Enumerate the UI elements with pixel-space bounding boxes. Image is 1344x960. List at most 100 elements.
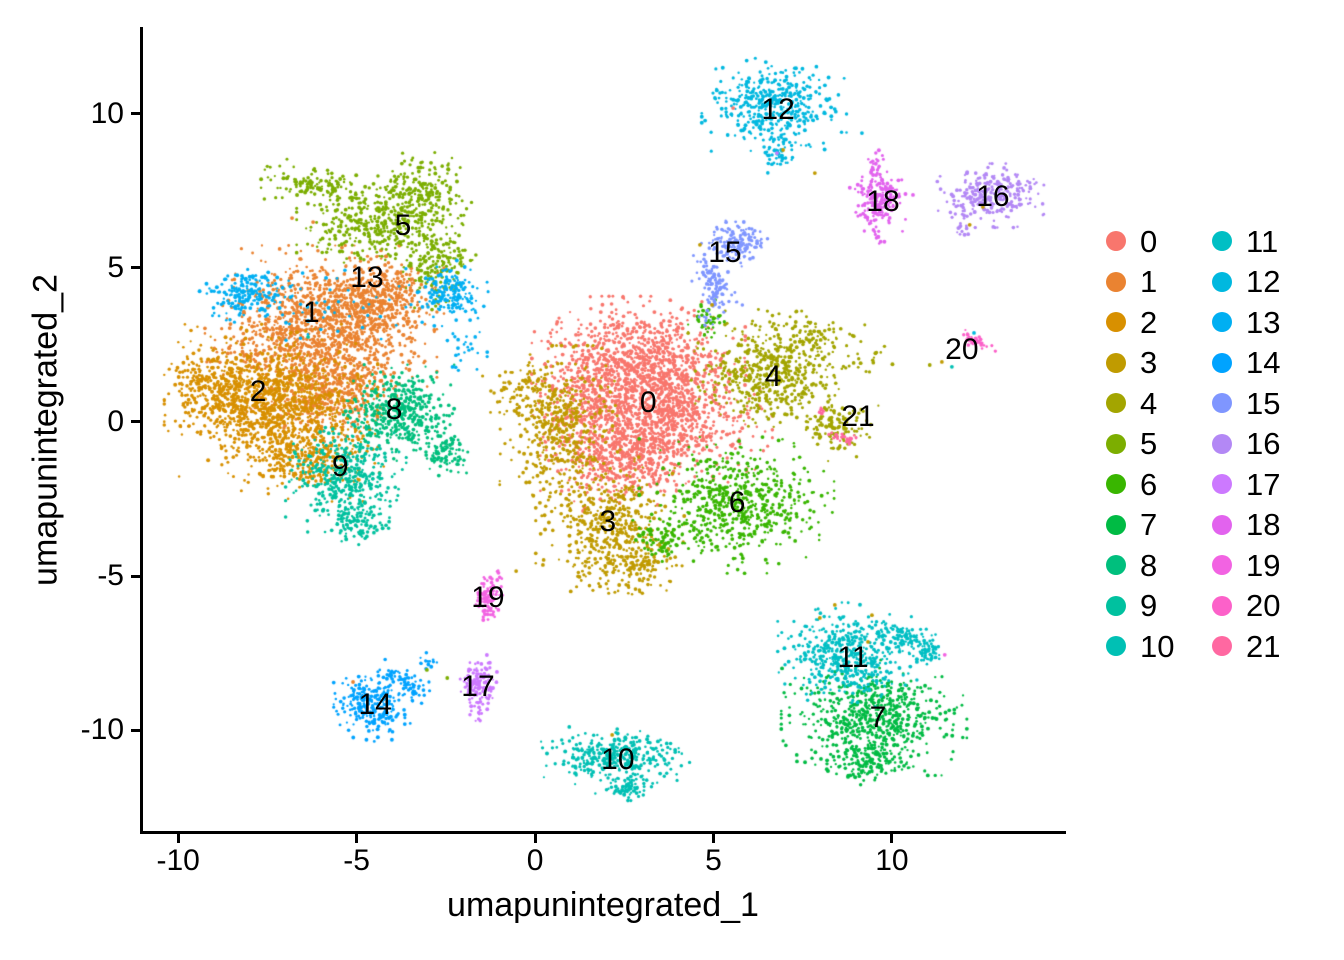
- legend-label: 16: [1246, 426, 1281, 462]
- legend-dot-icon: [1212, 433, 1232, 454]
- x-tick-label: 5: [705, 844, 722, 877]
- legend-dot-icon: [1212, 555, 1232, 576]
- legend-item-7: 7: [1106, 505, 1174, 546]
- legend-label: 1: [1140, 264, 1158, 300]
- y-axis-title: umapunintegrated_2: [26, 274, 65, 586]
- cluster-label-0: 0: [639, 385, 657, 419]
- cluster-label-14: 14: [358, 688, 392, 722]
- y-tick-label: 0: [107, 404, 124, 438]
- legend-dot-icon: [1106, 271, 1126, 292]
- legend-item-4: 4: [1106, 383, 1174, 424]
- legend-label: 11: [1246, 223, 1279, 259]
- cluster-label-6: 6: [728, 486, 746, 519]
- legend-item-18: 18: [1212, 505, 1280, 546]
- cluster-label-20: 20: [945, 332, 979, 366]
- cluster-label-15: 15: [708, 235, 742, 269]
- legend-label: 14: [1246, 345, 1281, 381]
- cluster-label-17: 17: [461, 669, 495, 703]
- legend-label: 15: [1246, 385, 1281, 421]
- cluster-label-4: 4: [764, 360, 782, 394]
- legend-dot-icon: [1106, 433, 1126, 454]
- y-tick-mark: [131, 574, 140, 578]
- y-tick-label: 5: [107, 250, 124, 284]
- legend-dot-icon: [1212, 312, 1232, 333]
- legend-dot-icon: [1212, 595, 1232, 616]
- legend-item-16: 16: [1212, 424, 1280, 465]
- legend-dot-icon: [1106, 555, 1126, 576]
- legend-dot-icon: [1212, 636, 1232, 657]
- x-tick-label: 0: [526, 844, 544, 877]
- legend-item-17: 17: [1212, 464, 1280, 505]
- legend-dot-icon: [1106, 231, 1126, 252]
- legend-item-10: 10: [1106, 626, 1174, 667]
- y-tick-label: -10: [80, 713, 124, 747]
- legend-item-14: 14: [1212, 343, 1280, 384]
- cluster-label-5: 5: [394, 209, 412, 243]
- legend-item-13: 13: [1212, 302, 1280, 343]
- cluster-label-19: 19: [471, 580, 505, 614]
- legend-item-2: 2: [1106, 302, 1174, 343]
- legend-item-15: 15: [1212, 383, 1280, 424]
- cluster-label-18: 18: [866, 185, 900, 219]
- y-tick-mark: [131, 266, 140, 270]
- y-axis-line: [140, 27, 143, 834]
- legend-column-2: 11 12 13 14 15 16 17 18 19 20 21: [1212, 221, 1280, 667]
- legend-label: 6: [1140, 466, 1158, 502]
- x-tick-mark: [176, 834, 180, 843]
- x-tick-mark: [355, 834, 359, 843]
- x-tick-mark: [890, 834, 894, 843]
- cluster-label-16: 16: [976, 179, 1010, 213]
- legend-item-0: 0: [1106, 221, 1174, 262]
- legend-dot-icon: [1106, 352, 1126, 373]
- legend-item-20: 20: [1212, 586, 1280, 627]
- legend-label: 4: [1140, 385, 1158, 421]
- y-tick-mark: [131, 420, 140, 424]
- legend-label: 17: [1246, 466, 1281, 502]
- legend-label: 10: [1140, 628, 1175, 664]
- cluster-label-2: 2: [249, 375, 267, 409]
- cluster-label-1: 1: [302, 295, 320, 329]
- legend-column-1: 0 1 2 3 4 5 6 7 8 9 10: [1106, 221, 1174, 667]
- legend-item-19: 19: [1212, 545, 1280, 586]
- legend-label: 13: [1246, 304, 1281, 340]
- legend-label: 5: [1140, 426, 1158, 462]
- y-tick-mark: [131, 728, 140, 732]
- cluster-label-13: 13: [350, 260, 384, 294]
- cluster-label-9: 9: [331, 449, 349, 483]
- x-tick-label: -10: [156, 844, 200, 877]
- legend-item-8: 8: [1106, 545, 1174, 586]
- legend-label: 18: [1246, 507, 1281, 543]
- legend-item-6: 6: [1106, 464, 1174, 505]
- cluster-label-8: 8: [385, 392, 403, 426]
- legend-dot-icon: [1106, 393, 1126, 414]
- legend-item-12: 12: [1212, 262, 1280, 303]
- legend-label: 0: [1140, 223, 1158, 259]
- cluster-label-11: 11: [837, 640, 869, 674]
- legend-item-21: 21: [1212, 626, 1280, 667]
- x-axis-line: [140, 831, 1066, 834]
- legend-dot-icon: [1212, 271, 1232, 292]
- x-tick-mark: [711, 834, 715, 843]
- x-tick-label: -5: [343, 844, 370, 877]
- legend-label: 3: [1140, 345, 1158, 381]
- legend-item-11: 11: [1212, 221, 1280, 262]
- legend-dot-icon: [1212, 514, 1232, 535]
- legend-label: 8: [1140, 547, 1158, 583]
- x-tick-mark: [533, 834, 537, 843]
- y-tick-label: 10: [90, 96, 124, 130]
- x-axis-title: umapunintegrated_1: [447, 886, 759, 924]
- cluster-label-10: 10: [601, 742, 635, 776]
- legend-item-9: 9: [1106, 586, 1174, 627]
- legend-dot-icon: [1212, 231, 1232, 252]
- legend-item-5: 5: [1106, 424, 1174, 465]
- cluster-label-21: 21: [841, 400, 875, 434]
- legend-label: 21: [1246, 628, 1281, 664]
- legend-label: 2: [1140, 304, 1158, 340]
- cluster-label-7: 7: [869, 701, 887, 735]
- legend-dot-icon: [1106, 312, 1126, 333]
- legend-item-1: 1: [1106, 262, 1174, 303]
- legend-dot-icon: [1106, 595, 1126, 616]
- legend-label: 19: [1246, 547, 1281, 583]
- cluster-label-3: 3: [599, 505, 617, 539]
- legend-dot-icon: [1212, 393, 1232, 414]
